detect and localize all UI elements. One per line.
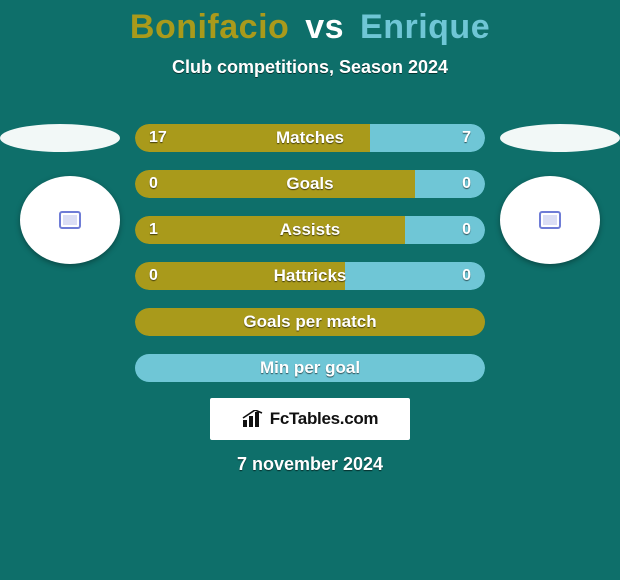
decor-ellipse-right xyxy=(500,124,620,152)
stat-row: Goals per match xyxy=(135,308,485,336)
placeholder-image-icon xyxy=(59,211,81,229)
stat-fill-left xyxy=(135,262,345,290)
player2-avatar xyxy=(500,176,600,264)
player2-name: Enrique xyxy=(360,8,490,46)
stat-value-right: 7 xyxy=(462,129,471,147)
stat-row: 10Assists xyxy=(135,216,485,244)
comparison-card: Bonifacio vs Enrique Club competitions, … xyxy=(0,0,620,580)
stat-fill-right xyxy=(135,354,485,382)
stat-row: Min per goal xyxy=(135,354,485,382)
branding-badge: FcTables.com xyxy=(210,398,410,440)
stat-value-right: 0 xyxy=(462,267,471,285)
stat-value-left: 0 xyxy=(149,267,158,285)
stat-value-right: 0 xyxy=(462,221,471,239)
stat-fill-right xyxy=(405,216,486,244)
page-title: Bonifacio vs Enrique xyxy=(0,0,620,47)
stat-fill-left xyxy=(135,216,405,244)
branding-text: FcTables.com xyxy=(270,409,379,429)
date-label: 7 november 2024 xyxy=(0,454,620,475)
subtitle: Club competitions, Season 2024 xyxy=(0,57,620,78)
placeholder-image-icon xyxy=(539,211,561,229)
stat-value-left: 1 xyxy=(149,221,158,239)
stat-row: 00Hattricks xyxy=(135,262,485,290)
player1-name: Bonifacio xyxy=(130,8,289,46)
stat-fill-left xyxy=(135,308,485,336)
stat-fill-right xyxy=(415,170,485,198)
bar-chart-icon xyxy=(242,410,264,428)
stat-value-left: 17 xyxy=(149,129,167,147)
comparison-bars: 177Matches00Goals10Assists00HattricksGoa… xyxy=(135,124,485,400)
stat-fill-left xyxy=(135,170,415,198)
decor-ellipse-left xyxy=(0,124,120,152)
stat-row: 00Goals xyxy=(135,170,485,198)
stat-row: 177Matches xyxy=(135,124,485,152)
player1-avatar xyxy=(20,176,120,264)
stat-value-left: 0 xyxy=(149,175,158,193)
stat-value-right: 0 xyxy=(462,175,471,193)
title-separator: vs xyxy=(299,8,350,46)
stat-fill-left xyxy=(135,124,370,152)
